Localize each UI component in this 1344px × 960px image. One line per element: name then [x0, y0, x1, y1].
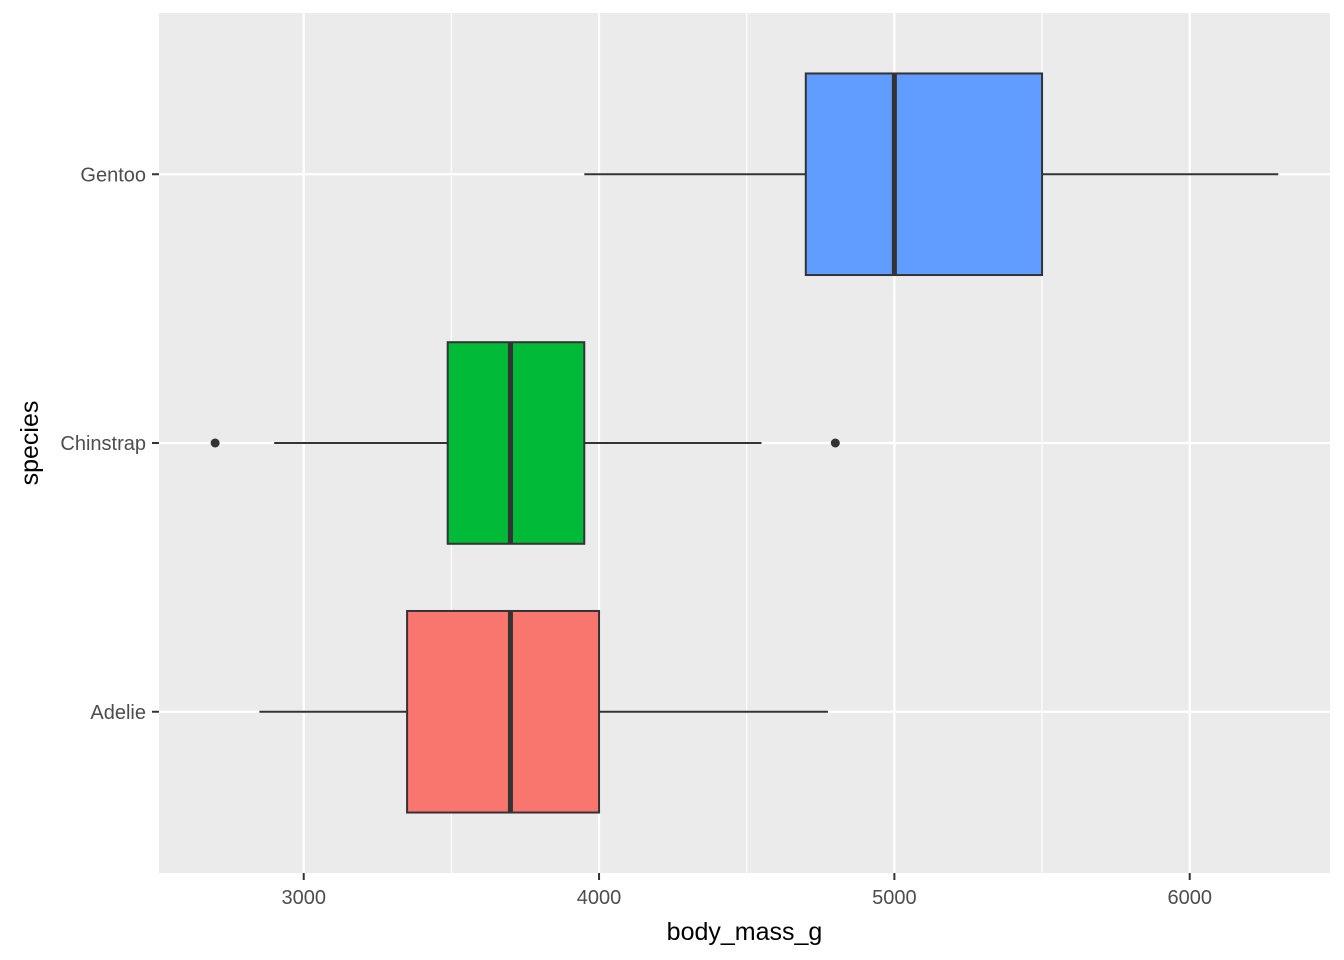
x-axis-title: body_mass_g	[667, 918, 823, 946]
outlier-point	[830, 438, 840, 448]
boxes	[210, 72, 1279, 814]
y-axis-title: species	[16, 401, 44, 486]
box-adelie	[406, 609, 601, 814]
x-tick-label: 5000	[872, 887, 917, 909]
axes: 3000 4000 5000 6000 Adelie Chinstrap Gentoo	[60, 164, 1212, 909]
x-tick-label: 3000	[281, 887, 326, 909]
outlier-point	[210, 438, 220, 448]
y-tick-label: Chinstrap	[60, 433, 146, 455]
box-chinstrap	[446, 341, 586, 545]
box-gentoo	[804, 72, 1044, 277]
y-tick-label: Gentoo	[80, 164, 146, 186]
x-tick-label: 4000	[577, 887, 622, 909]
x-tick-label: 6000	[1167, 887, 1212, 909]
y-tick-label: Adelie	[90, 702, 146, 724]
